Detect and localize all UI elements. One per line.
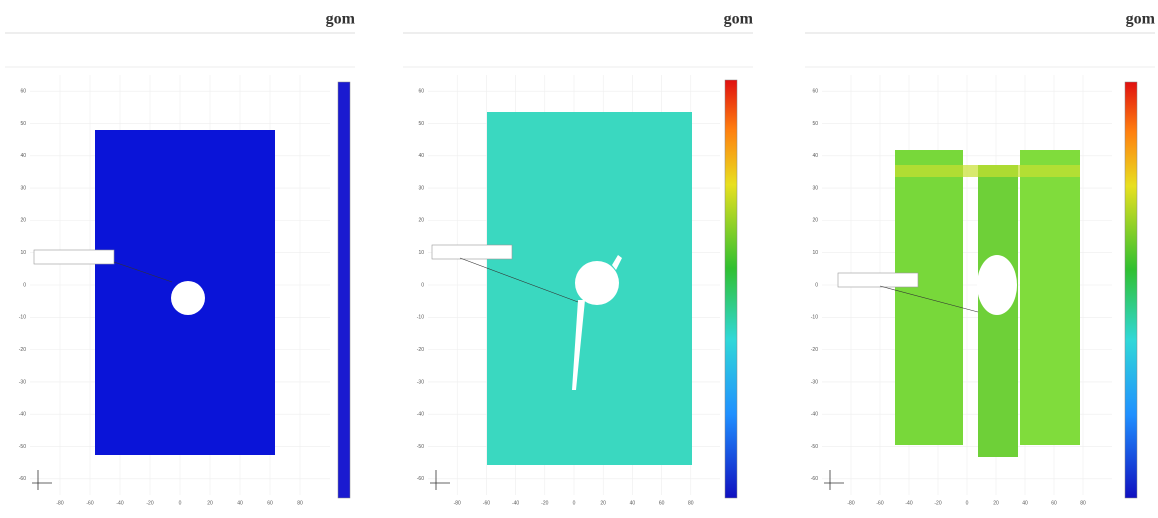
y-tick-label: -60 (19, 476, 26, 482)
y-tick-label: -60 (417, 476, 424, 482)
x-tick-label: 20 (600, 500, 606, 506)
y-tick-label: 20 (20, 218, 26, 224)
y-tick-label: -30 (417, 379, 424, 385)
field-band (895, 165, 1080, 177)
y-tick-label: 30 (20, 185, 26, 191)
y-tick-label: 60 (812, 88, 818, 94)
x-tick-label: 0 (966, 500, 969, 506)
callout (33, 249, 115, 265)
hole (977, 255, 1017, 315)
y-tick-label: 40 (418, 153, 424, 159)
y-tick-label: 60 (20, 88, 26, 94)
x-tick-label: 40 (237, 500, 243, 506)
color-bar (724, 79, 738, 499)
y-tick-label: -30 (19, 379, 26, 385)
crack (572, 255, 622, 390)
y-tick-label: 0 (23, 282, 26, 288)
callout-line (879, 285, 979, 313)
y-tick-label: 10 (812, 250, 818, 256)
y-tick-label: -20 (19, 347, 26, 353)
y-tick-label: 0 (815, 282, 818, 288)
y-tick-label: -60 (811, 476, 818, 482)
x-tick-label: 40 (1022, 500, 1028, 506)
callout-line (459, 257, 579, 303)
y-tick-label: 60 (418, 88, 424, 94)
y-tick-label: -50 (811, 444, 818, 450)
y-tick-label: 0 (421, 282, 424, 288)
x-tick-label: -60 (876, 500, 883, 506)
logo: gom (724, 11, 754, 28)
x-tick-label: -40 (512, 500, 519, 506)
x-tick-label: 0 (179, 500, 182, 506)
hole (575, 261, 619, 305)
x-tick-label: -20 (934, 500, 941, 506)
callout (837, 272, 919, 288)
y-tick-label: 40 (20, 153, 26, 159)
y-tick-label: -20 (417, 347, 424, 353)
x-tick-label: 20 (207, 500, 213, 506)
x-tick-label: -80 (847, 500, 854, 506)
y-tick-label: 50 (418, 121, 424, 127)
layout (33, 79, 1138, 499)
x-tick-label: 40 (630, 500, 636, 506)
callout-line (113, 261, 173, 283)
x-tick-label: -20 (146, 500, 153, 506)
x-tick-label: -60 (483, 500, 490, 506)
y-tick-label: -40 (417, 412, 424, 418)
color-bar (1124, 81, 1138, 499)
y-tick-label: -50 (417, 444, 424, 450)
x-tick-label: 60 (267, 500, 273, 506)
x-tick-label: -40 (116, 500, 123, 506)
y-tick-label: -10 (417, 315, 424, 321)
color-bar (337, 81, 351, 499)
y-tick-label: -10 (811, 315, 818, 321)
x-tick-label: -80 (454, 500, 461, 506)
x-tick-label: -60 (86, 500, 93, 506)
y-tick-label: -30 (811, 379, 818, 385)
x-tick-label: 80 (297, 500, 303, 506)
y-tick-label: 20 (418, 218, 424, 224)
y-tick-label: 50 (20, 121, 26, 127)
y-tick-label: 20 (812, 218, 818, 224)
logo: gom (1126, 11, 1156, 28)
x-tick-label: 0 (573, 500, 576, 506)
y-tick-label: -10 (19, 315, 26, 321)
y-tick-label: -20 (811, 347, 818, 353)
y-tick-label: -50 (19, 444, 26, 450)
x-tick-label: 20 (993, 500, 999, 506)
y-tick-label: -40 (19, 412, 26, 418)
field-strip (1020, 150, 1080, 445)
y-tick-label: 10 (418, 250, 424, 256)
y-tick-label: 50 (812, 121, 818, 127)
hole (171, 281, 205, 315)
y-tick-label: 10 (20, 250, 26, 256)
y-tick-label: 40 (812, 153, 818, 159)
x-tick-label: -20 (541, 500, 548, 506)
y-tick-label: -40 (811, 412, 818, 418)
x-tick-label: 80 (1080, 500, 1086, 506)
x-tick-label: 80 (688, 500, 694, 506)
x-tick-label: 60 (1051, 500, 1057, 506)
field-strip (895, 150, 963, 445)
logo: gom (326, 11, 356, 28)
x-tick-label: 60 (659, 500, 665, 506)
x-tick-label: -80 (56, 500, 63, 506)
callout (431, 244, 513, 260)
y-tick-label: 30 (418, 185, 424, 191)
x-tick-label: -40 (905, 500, 912, 506)
y-tick-label: 30 (812, 185, 818, 191)
